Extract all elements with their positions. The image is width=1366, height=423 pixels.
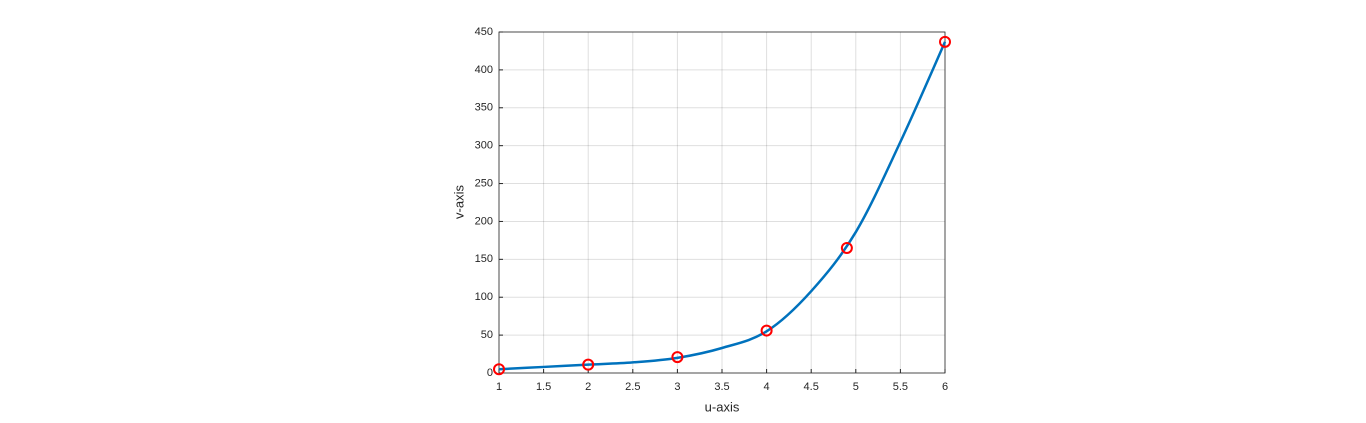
- data-point: [671, 351, 684, 364]
- x-tick-label: 4.5: [804, 381, 819, 393]
- y-axis-label: v-axis: [451, 185, 466, 219]
- y-tick-label: 250: [475, 177, 493, 189]
- x-axis-label: u-axis: [705, 399, 740, 414]
- y-tick-label: 300: [475, 140, 493, 152]
- y-tick-label: 150: [475, 253, 493, 265]
- y-tick-label: 450: [475, 26, 493, 38]
- x-tick-label: 1: [496, 381, 502, 393]
- y-tick-label: 350: [475, 102, 493, 114]
- y-tick-label: 200: [475, 215, 493, 227]
- y-tick-label: 100: [475, 291, 493, 303]
- data-point: [493, 363, 505, 376]
- data-point: [840, 241, 853, 254]
- x-tick-label: 3: [674, 381, 680, 393]
- x-tick-label: 1.5: [536, 381, 551, 393]
- data-point: [582, 358, 595, 371]
- x-tick-label: 2.5: [625, 381, 640, 393]
- x-tick-label: 5: [853, 381, 859, 393]
- x-tick-label: 6: [942, 381, 948, 393]
- x-tick-label: 3.5: [714, 381, 729, 393]
- x-tick-label: 2: [585, 381, 591, 393]
- y-tick-label: 400: [475, 64, 493, 76]
- y-tick-label: 0: [487, 367, 493, 379]
- y-tick-label: 50: [481, 329, 493, 341]
- axes-box: [498, 31, 946, 374]
- data-point: [760, 324, 773, 337]
- data-point: [939, 35, 951, 48]
- x-tick-label: 4: [764, 381, 770, 393]
- curve: [498, 41, 947, 371]
- x-tick-label: 5.5: [893, 381, 908, 393]
